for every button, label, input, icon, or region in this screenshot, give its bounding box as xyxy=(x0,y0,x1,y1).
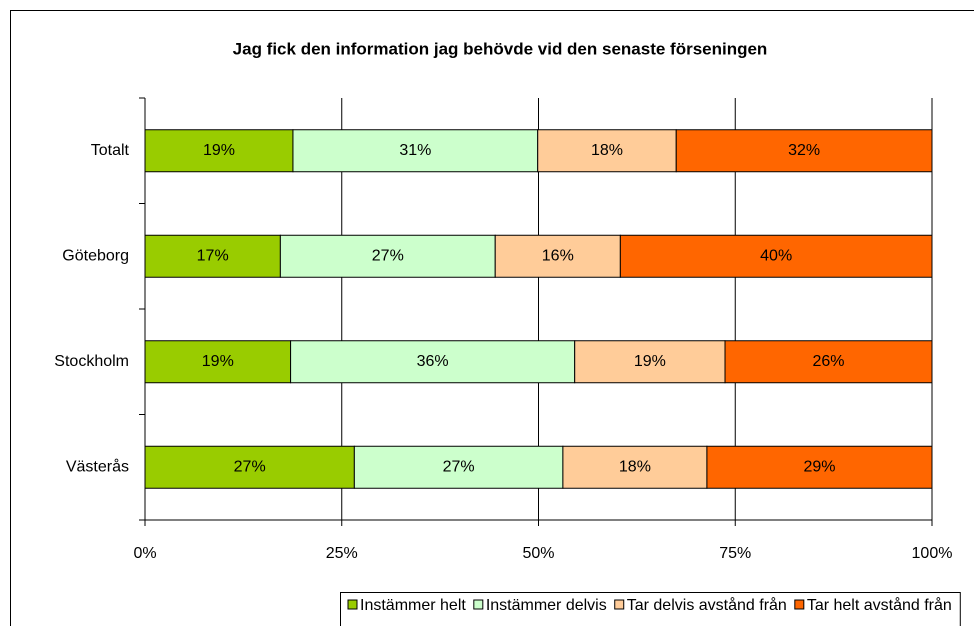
bar-segment xyxy=(619,234,933,278)
data-label: 18% xyxy=(619,458,651,475)
y-tick-label: Göteborg xyxy=(62,247,129,264)
chart-title: Jag fick den information jag behövde vid… xyxy=(233,39,768,58)
legend-label: Instämmer delvis xyxy=(486,597,607,614)
legend-swatch xyxy=(614,599,625,610)
bar-segment xyxy=(279,234,496,278)
bar-segment xyxy=(537,129,677,173)
x-tick-label: 50% xyxy=(522,545,554,562)
data-label: 19% xyxy=(202,353,234,370)
legend-swatch xyxy=(794,599,805,610)
legend-label: Tar delvis avstånd från xyxy=(627,596,787,614)
legend-label: Instämmer helt xyxy=(360,597,466,614)
legend-label: Tar helt avstånd från xyxy=(807,596,952,614)
bar-segment xyxy=(144,234,281,278)
data-label: 27% xyxy=(443,458,475,475)
chart-frame xyxy=(10,10,974,626)
data-label: 17% xyxy=(197,247,229,264)
bar-segment xyxy=(494,234,621,278)
x-tick-label: 75% xyxy=(719,545,751,562)
legend-swatch xyxy=(347,599,358,610)
legend xyxy=(340,592,961,626)
data-label: 19% xyxy=(634,353,666,370)
y-tick-label: Totalt xyxy=(91,142,130,159)
bar-segment xyxy=(144,129,294,173)
data-label: 19% xyxy=(203,142,235,159)
y-tick-label: Stockholm xyxy=(54,353,129,370)
data-label: 32% xyxy=(788,142,820,159)
bar-segment xyxy=(144,340,292,384)
legend-swatch xyxy=(473,599,484,610)
data-label: 26% xyxy=(812,353,844,370)
bar-segment xyxy=(290,340,576,384)
data-label: 29% xyxy=(803,458,835,475)
bar-segment xyxy=(292,129,539,173)
bar-segment xyxy=(706,445,933,489)
bar-segment xyxy=(144,445,355,489)
x-tick-label: 25% xyxy=(326,545,358,562)
bar-segment xyxy=(562,445,708,489)
bar-segment xyxy=(574,340,726,384)
x-tick-label: 0% xyxy=(133,545,156,562)
data-label: 18% xyxy=(591,142,623,159)
y-tick-label: Västerås xyxy=(66,457,129,475)
data-label: 40% xyxy=(760,247,792,264)
data-label: 16% xyxy=(542,247,574,264)
x-tick-label: 100% xyxy=(912,545,953,562)
data-label: 27% xyxy=(234,458,266,475)
bar-segment xyxy=(675,129,933,173)
data-label: 36% xyxy=(417,353,449,370)
data-label: 27% xyxy=(372,247,404,264)
data-label: 31% xyxy=(399,142,431,159)
bar-segment xyxy=(724,340,933,384)
bar-segment xyxy=(353,445,564,489)
